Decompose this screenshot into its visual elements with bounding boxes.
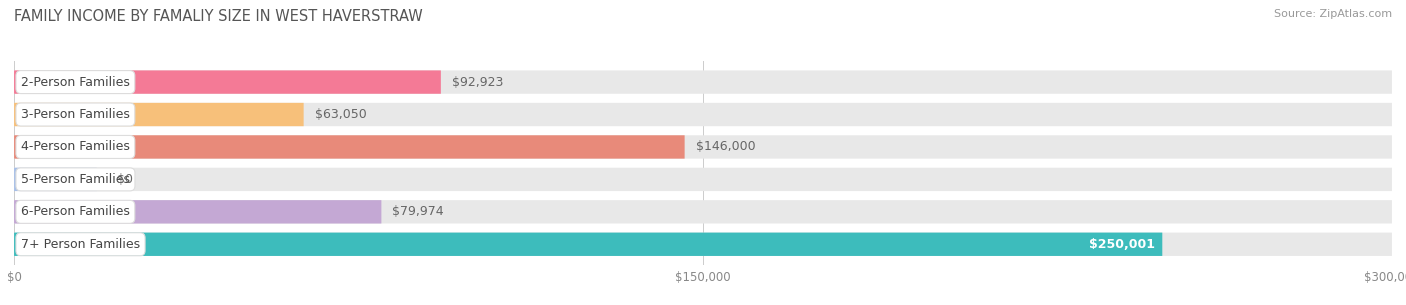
FancyBboxPatch shape bbox=[14, 200, 381, 224]
FancyBboxPatch shape bbox=[14, 168, 97, 191]
Text: $146,000: $146,000 bbox=[696, 141, 755, 153]
FancyBboxPatch shape bbox=[14, 168, 1392, 191]
FancyBboxPatch shape bbox=[14, 135, 1392, 159]
Text: 3-Person Families: 3-Person Families bbox=[21, 108, 129, 121]
FancyBboxPatch shape bbox=[14, 70, 441, 94]
FancyBboxPatch shape bbox=[14, 233, 1163, 256]
FancyBboxPatch shape bbox=[14, 233, 1392, 256]
FancyBboxPatch shape bbox=[14, 135, 685, 159]
Text: 4-Person Families: 4-Person Families bbox=[21, 141, 129, 153]
Text: $92,923: $92,923 bbox=[451, 76, 503, 88]
FancyBboxPatch shape bbox=[14, 200, 1392, 224]
Text: $250,001: $250,001 bbox=[1090, 238, 1156, 251]
Text: $63,050: $63,050 bbox=[315, 108, 367, 121]
Text: 7+ Person Families: 7+ Person Families bbox=[21, 238, 141, 251]
Text: Source: ZipAtlas.com: Source: ZipAtlas.com bbox=[1274, 9, 1392, 19]
FancyBboxPatch shape bbox=[14, 103, 304, 126]
FancyBboxPatch shape bbox=[14, 103, 1392, 126]
Text: FAMILY INCOME BY FAMALIY SIZE IN WEST HAVERSTRAW: FAMILY INCOME BY FAMALIY SIZE IN WEST HA… bbox=[14, 9, 423, 24]
FancyBboxPatch shape bbox=[14, 70, 1392, 94]
Text: $0: $0 bbox=[118, 173, 134, 186]
Text: $79,974: $79,974 bbox=[392, 205, 444, 218]
Text: 5-Person Families: 5-Person Families bbox=[21, 173, 129, 186]
Text: 6-Person Families: 6-Person Families bbox=[21, 205, 129, 218]
Text: 2-Person Families: 2-Person Families bbox=[21, 76, 129, 88]
